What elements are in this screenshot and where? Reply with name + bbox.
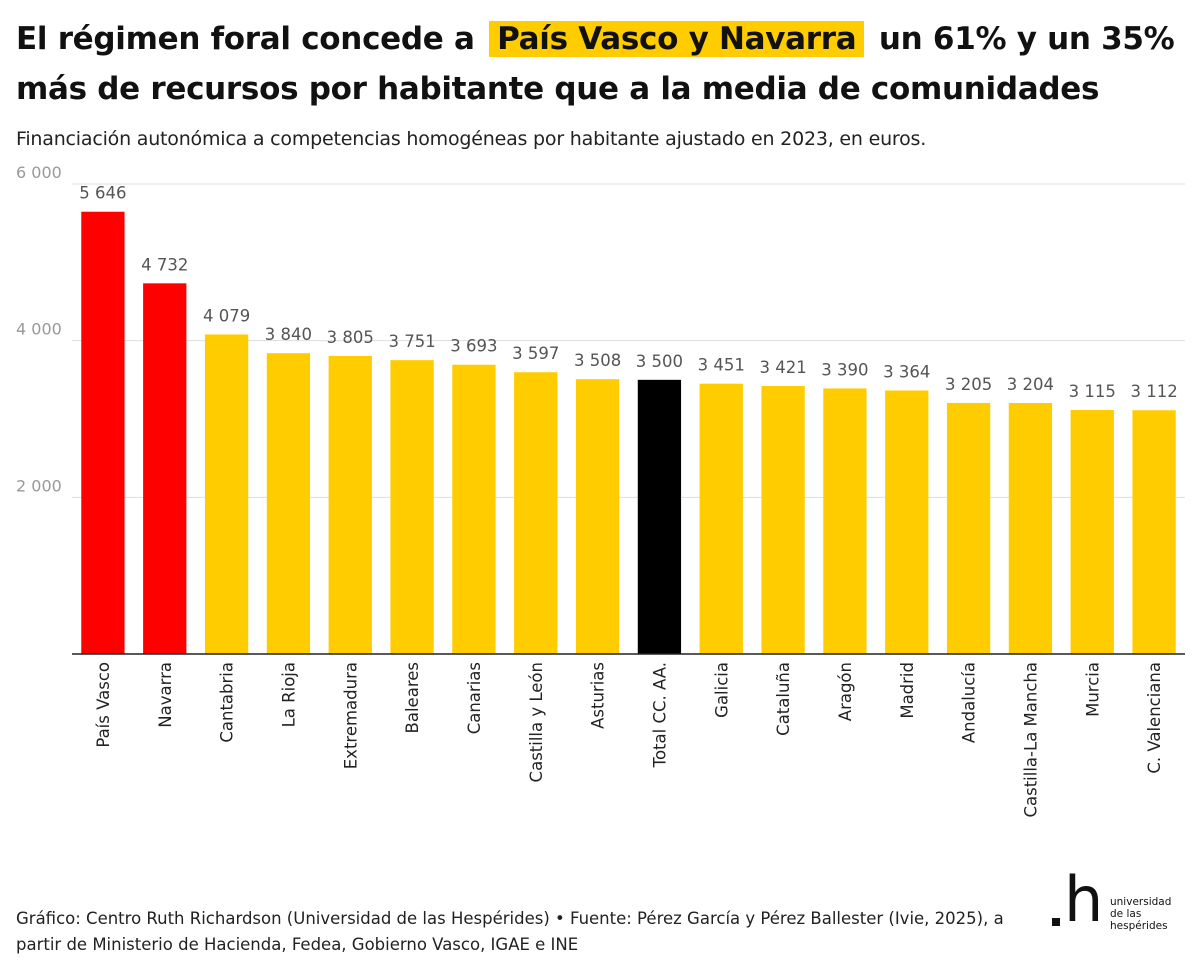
logo-line-2: de las	[1110, 908, 1142, 920]
value-label: 3 421	[759, 358, 806, 377]
bar	[1070, 409, 1114, 654]
value-label: 4 079	[203, 306, 250, 325]
x-tick-label: País Vasco	[94, 662, 113, 748]
bars	[81, 211, 1176, 655]
y-tick-label: 6 000	[16, 163, 62, 182]
x-tick-label: Madrid	[898, 662, 917, 719]
value-label: 3 205	[945, 375, 992, 394]
bar	[699, 383, 743, 654]
bar	[81, 211, 125, 655]
x-tick-label: La Rioja	[279, 662, 298, 727]
x-tick-label: Castilla y León	[527, 662, 546, 782]
bar	[885, 390, 929, 654]
value-label: 3 204	[1007, 375, 1054, 394]
x-tick-label: Murcia	[1083, 662, 1102, 717]
university-logo: h universidad de las hespérides	[1052, 869, 1182, 934]
chart-title: El régimen foral concede a País Vasco y …	[16, 14, 1186, 114]
x-tick-label: Navarra	[156, 662, 175, 728]
bar	[823, 388, 867, 654]
value-label: 3 115	[1069, 382, 1116, 401]
bar	[452, 364, 496, 654]
value-label: 3 500	[636, 352, 683, 371]
logo-wordmark: universidad de las hespérides	[1110, 896, 1171, 932]
bar	[1008, 403, 1053, 654]
gridlines	[72, 183, 1185, 498]
y-axis-ticks: 2 000 4 000 6 000	[16, 163, 62, 495]
chart-subtitle: Financiación autonómica a competencias h…	[16, 128, 927, 150]
x-axis-labels: País Vasco Navarra Cantabria La Rioja Extrem…	[94, 662, 1164, 818]
logo-line-3: hespérides	[1110, 920, 1168, 932]
value-label: 4 732	[141, 255, 188, 274]
value-label: 3 508	[574, 351, 621, 370]
bar	[575, 379, 620, 654]
x-tick-label: Galicia	[712, 662, 731, 718]
logo-dot	[1052, 918, 1060, 926]
value-label: 3 840	[265, 325, 312, 344]
logo-mark: h	[1064, 863, 1104, 936]
value-label: 3 597	[512, 344, 559, 363]
value-label: 3 390	[821, 360, 868, 379]
y-tick-label: 2 000	[16, 476, 62, 495]
x-tick-label: Aragón	[836, 662, 855, 721]
x-tick-label: Baleares	[403, 662, 422, 733]
value-label: 3 451	[698, 356, 745, 375]
value-label: 5 646	[79, 184, 126, 203]
bar	[946, 402, 991, 654]
source-footer: Gráfico: Centro Ruth Richardson (Univers…	[16, 909, 1004, 954]
bar-chart: 2 000 4 000 6 000 5 646 4 732 4 079 3 840 3 80…	[16, 163, 1185, 818]
bar	[266, 353, 311, 654]
x-tick-label: Cantabria	[218, 662, 237, 743]
bar	[637, 379, 682, 654]
title-highlight: País Vasco y Navarra	[489, 21, 865, 57]
bar	[514, 372, 558, 654]
x-tick-label: Canarias	[465, 662, 484, 734]
bar	[204, 334, 249, 654]
bar	[143, 283, 187, 654]
bar	[761, 386, 805, 654]
bar	[390, 360, 434, 654]
value-label: 3 112	[1130, 382, 1177, 401]
value-label: 3 805	[327, 328, 374, 347]
y-tick-label: 4 000	[16, 320, 62, 339]
bar	[328, 355, 372, 654]
x-tick-label: Andalucía	[960, 662, 979, 743]
title-part1: El régimen foral concede a	[16, 21, 475, 57]
x-tick-label: C. Valenciana	[1145, 662, 1164, 774]
value-label: 3 693	[450, 337, 497, 356]
value-labels: 5 646 4 732 4 079 3 840 3 805 3 751 3 693 3 597…	[79, 184, 1177, 401]
x-tick-label: Cataluña	[774, 662, 793, 736]
title-part2: un 61% y un 35% más de recursos por habi…	[16, 21, 1175, 107]
x-tick-label: Extremadura	[341, 662, 360, 769]
bar	[1132, 410, 1176, 654]
x-tick-label: Castilla-La Mancha	[1021, 662, 1040, 818]
value-label: 3 364	[883, 362, 930, 381]
x-tick-label: Total CC. AA.	[650, 662, 669, 768]
logo-line-1: universidad	[1110, 896, 1172, 908]
x-tick-label: Asturias	[589, 662, 608, 729]
value-label: 3 751	[388, 332, 435, 351]
